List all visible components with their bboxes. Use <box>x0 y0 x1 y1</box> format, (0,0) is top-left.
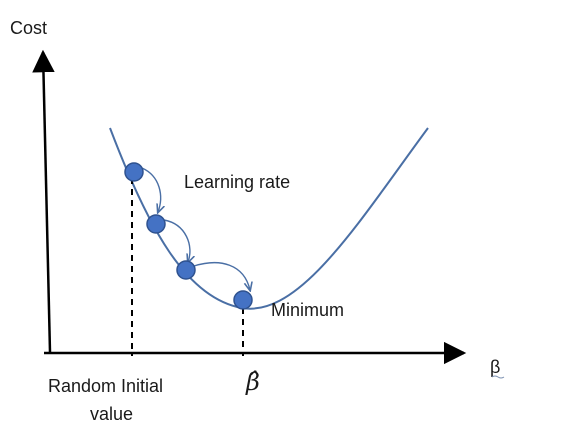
minimum-label: Minimum <box>271 300 344 320</box>
x-axis-label-underline <box>491 375 505 379</box>
learning-rate-label: Learning rate <box>184 172 290 192</box>
initial-value-label-line-2: value <box>90 404 133 424</box>
descent-point-2 <box>146 214 166 234</box>
descent-point-3 <box>176 260 196 280</box>
step-arrow-2 <box>163 219 190 262</box>
x-axis-label: β <box>490 357 500 377</box>
step-arrow-1 <box>141 167 161 212</box>
step-arrow-3 <box>193 262 250 290</box>
y-axis <box>32 49 55 353</box>
descent-point-1 <box>124 162 144 182</box>
optimum-beta-hat-label: β̂ <box>245 368 260 396</box>
initial-value-label-line-1: Random Initial <box>48 376 163 396</box>
descent-point-4 <box>233 290 253 310</box>
y-axis-label: Cost <box>10 18 47 38</box>
